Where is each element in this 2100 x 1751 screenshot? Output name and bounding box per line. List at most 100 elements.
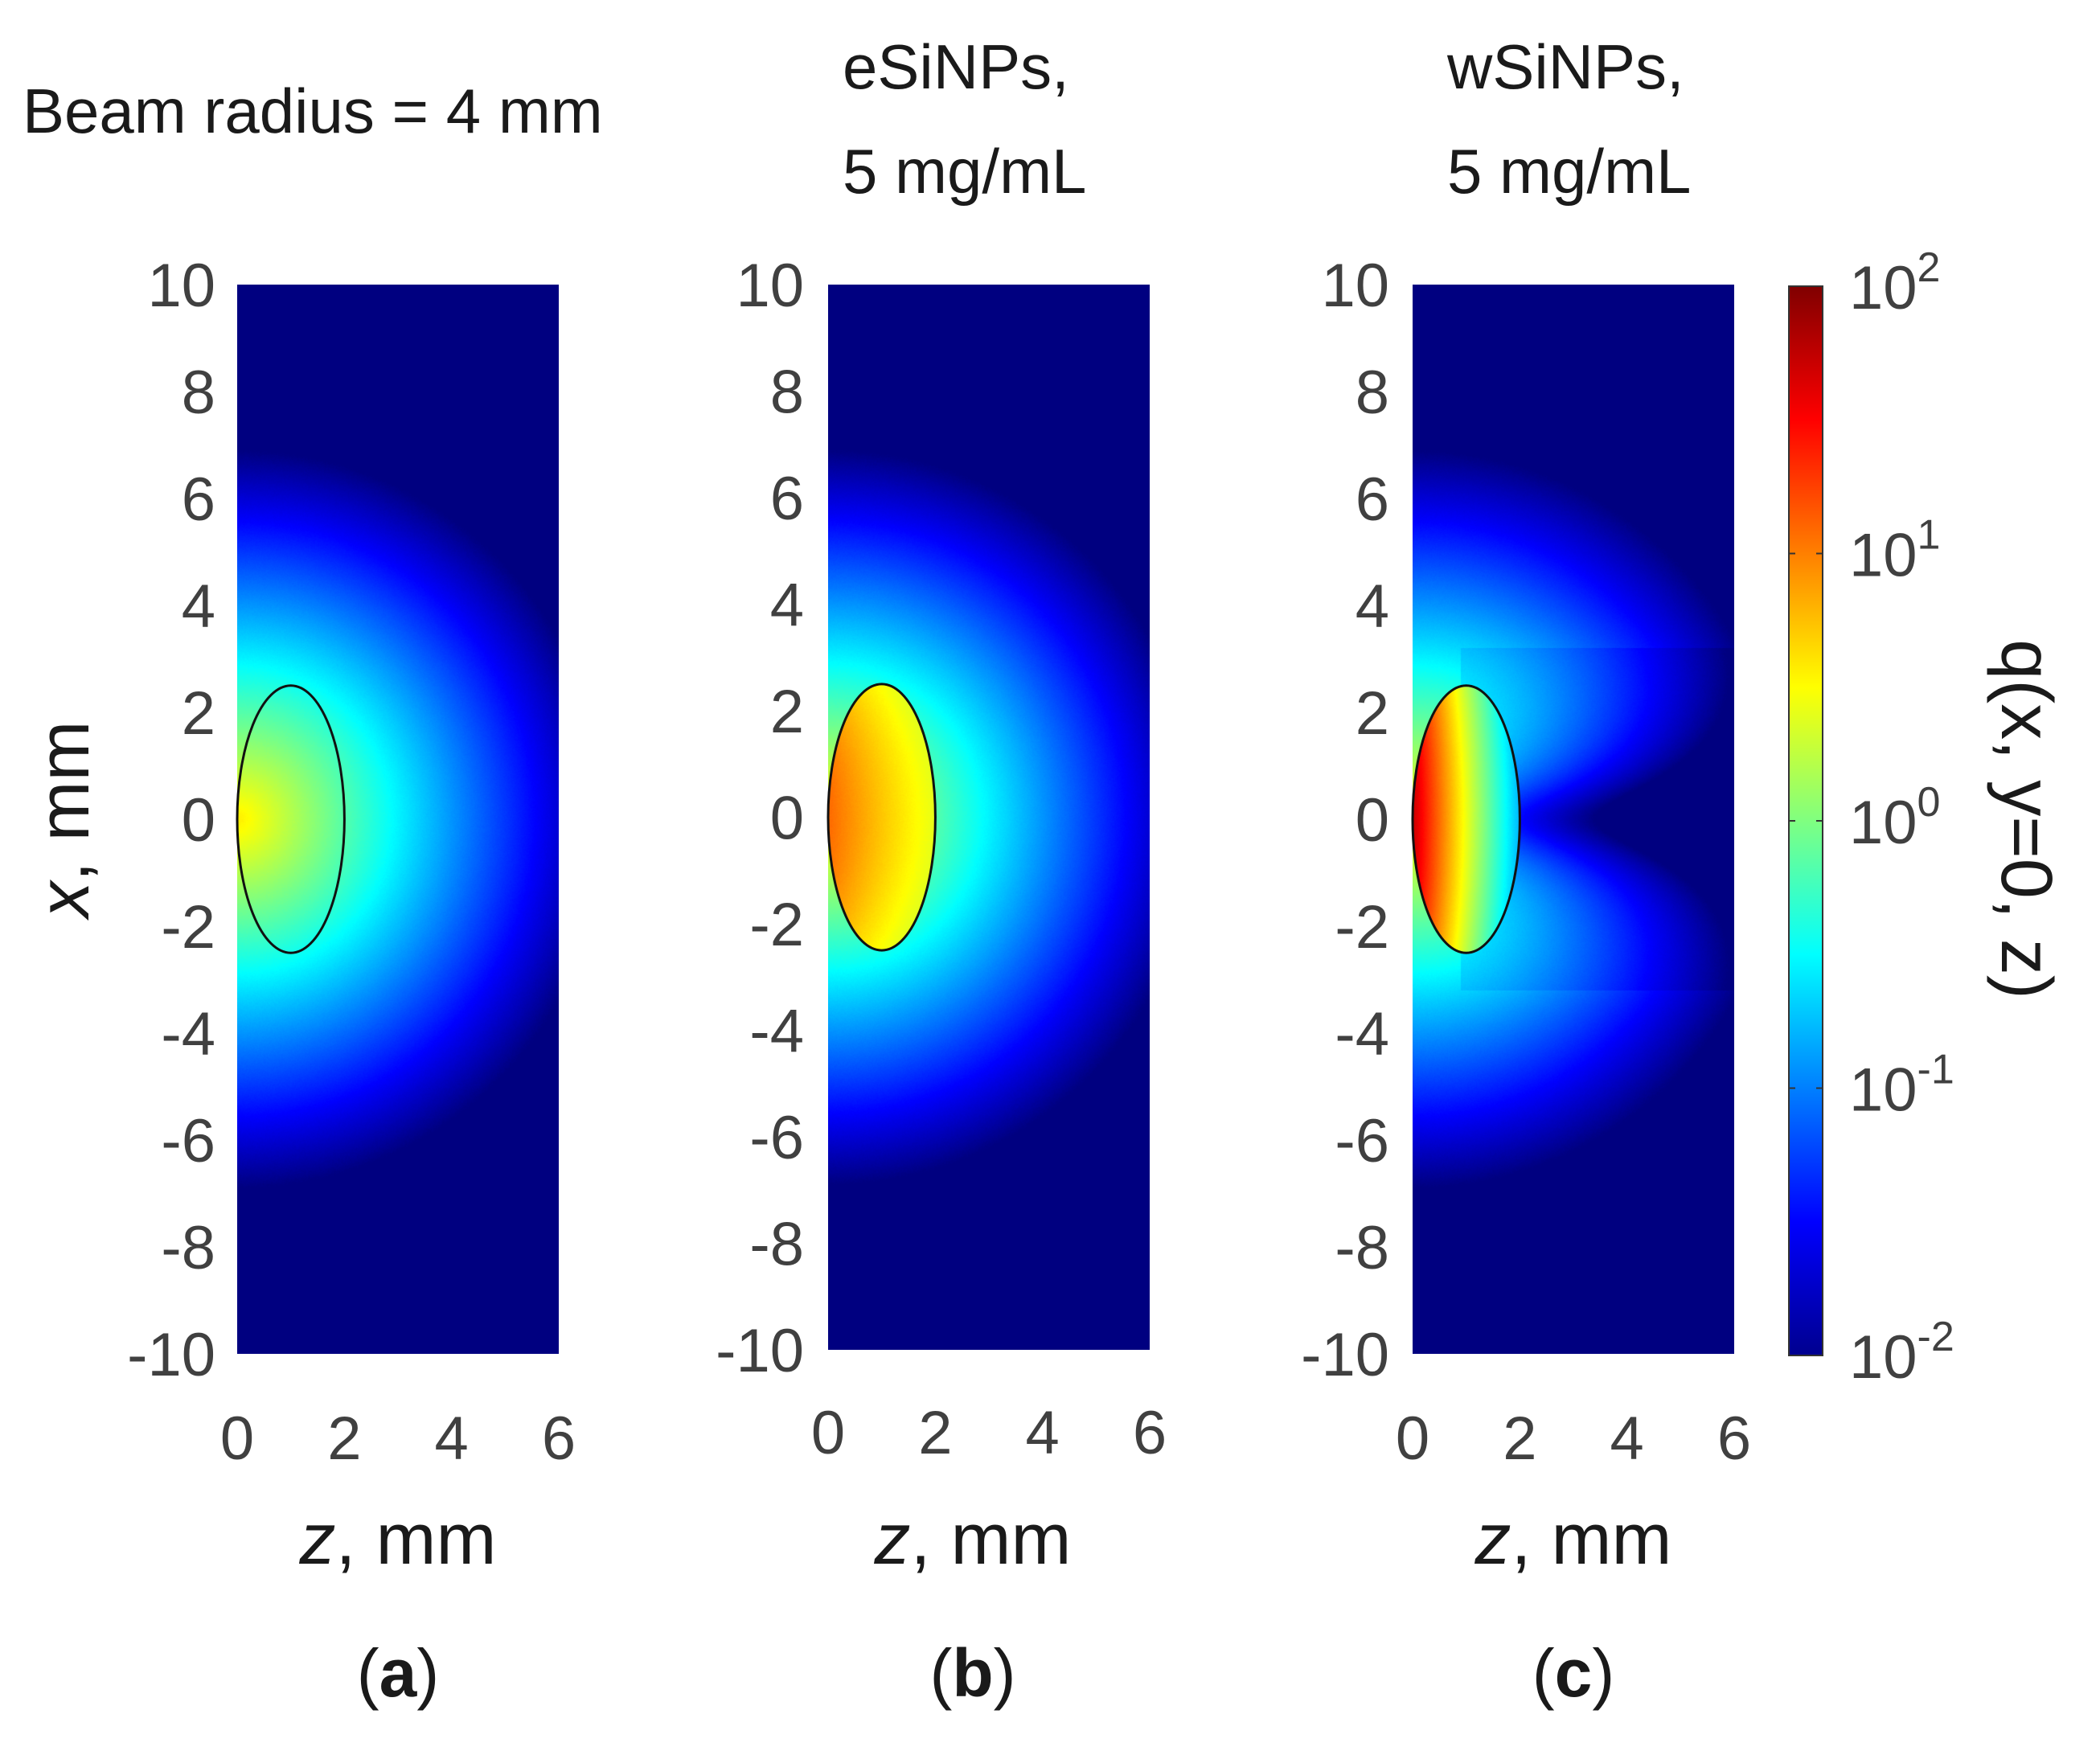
panel-label-b: (b) <box>929 1635 1015 1711</box>
y-axis-label-unit: , mm <box>24 721 105 882</box>
y-tick-label: -2 <box>161 893 215 962</box>
colorbar-label: q(x, y=0, z) <box>1986 639 2066 999</box>
panel-label-a-open: ( <box>357 1635 379 1711</box>
y-tick-label: -4 <box>161 1000 215 1068</box>
y-tick-label: -8 <box>161 1214 215 1282</box>
figure: Beam radius = 4 mm eSiNPs, 5 mg/mL wSiNP… <box>0 0 2100 1751</box>
heatmap-c <box>1413 285 1734 1354</box>
y-tick-label: 4 <box>770 572 804 640</box>
y-tick-label: 10 <box>1321 252 1389 320</box>
panel-label-a-letter: a <box>379 1635 418 1711</box>
panel-label-c: (c) <box>1532 1635 1615 1711</box>
panel-b-title-line2: 5 mg/mL <box>843 136 1086 207</box>
heatmap-a <box>237 285 559 1354</box>
colorbar-tick-exponent: 1 <box>1917 512 1941 559</box>
y-tick-label: 4 <box>1356 572 1389 641</box>
x-tick-label: 0 <box>811 1399 845 1467</box>
panel-a: 1086420-2-4-6-8-10 0246 x, mm z, mm (a) <box>24 252 576 1711</box>
y-tick-label: 8 <box>182 359 215 427</box>
colorbar-tick-base: 10 <box>1849 522 1917 590</box>
y-tick-label: 6 <box>182 465 215 534</box>
x-axis-label-b-unit: , mm <box>911 1499 1072 1580</box>
panel-c: 10 8 6 4 2 0 -2 -4 -6 -8 -10 0 2 4 6 z, mm (c) <box>1301 252 1751 1711</box>
y-tick-label: 4 <box>182 572 215 641</box>
x-tick-label: 0 <box>220 1404 254 1473</box>
panel-b: 10 8 6 4 2 0 -2 -4 -6 -8 -10 0 2 4 6 z, mm (b) <box>716 252 1167 1711</box>
colorbar-tick-label: 10-1 <box>1849 1047 1954 1125</box>
x-axis-label-a: z, mm <box>299 1499 497 1580</box>
y-tick-label: -4 <box>749 998 804 1066</box>
x-axis-label-b: z, mm <box>874 1499 1072 1580</box>
panel-label-b-letter: b <box>952 1635 993 1711</box>
colorbar-tick-base: 10 <box>1849 789 1917 857</box>
panel-label-c-letter: c <box>1555 1635 1593 1711</box>
x-axis-label-a-var: z <box>299 1499 336 1580</box>
y-tick-label: -6 <box>1335 1107 1389 1175</box>
x-axis-label-b-var: z <box>874 1499 911 1580</box>
y-tick-label: 2 <box>1356 679 1389 748</box>
y-tick-label: -6 <box>161 1107 215 1175</box>
beam-radius-title: Beam radius = 4 mm <box>23 76 603 146</box>
y-tick-label: 2 <box>770 678 804 746</box>
y-tick-label: -10 <box>127 1321 215 1389</box>
x-tick-label: 6 <box>1133 1399 1167 1467</box>
y-tick-label: 0 <box>1356 786 1389 855</box>
panel-label-b-close: ) <box>994 1635 1016 1711</box>
x-axis-label-c: z, mm <box>1475 1499 1672 1580</box>
y-tick-label: -2 <box>1335 893 1389 962</box>
y-tick-label: 8 <box>770 359 804 427</box>
colorbar-tick-label: 10-2 <box>1849 1314 1954 1392</box>
y-tick-label: 0 <box>770 785 804 853</box>
colorbar-tick-base: 10 <box>1849 1323 1917 1392</box>
colorbar-tick-exponent: -1 <box>1917 1047 1954 1093</box>
y-tick-label: 6 <box>770 465 804 533</box>
panel-b-title-line1: eSiNPs, <box>843 31 1069 102</box>
y-tick-label: 10 <box>147 252 215 320</box>
heatmap-c-frame <box>1413 285 1734 1354</box>
y-tick-label: -4 <box>1335 1000 1389 1068</box>
panel-c-title-line1: wSiNPs, <box>1446 31 1684 102</box>
y-axis-label: x, mm <box>24 721 105 921</box>
heatmap-b-frame <box>828 285 1150 1350</box>
heatmap-b <box>828 285 1150 1350</box>
x-tick-label: 2 <box>918 1399 952 1467</box>
panel-c-title-line2: 5 mg/mL <box>1447 136 1691 207</box>
x-axis-label-c-var: z <box>1475 1499 1511 1580</box>
y-tick-label: -10 <box>1301 1321 1389 1389</box>
x-axis-label-c-unit: , mm <box>1511 1499 1672 1580</box>
panel-label-c-close: ) <box>1592 1635 1614 1711</box>
y-tick-label: 0 <box>182 786 215 855</box>
colorbar-tick-base: 10 <box>1849 1056 1917 1125</box>
colorbar: 10210110010-110-2 q(x, y=0, z) <box>1789 244 2066 1392</box>
y-tick-label: -6 <box>749 1104 804 1172</box>
colorbar-tick-exponent: 2 <box>1917 244 1941 291</box>
colorbar-tick-label: 100 <box>1849 779 1940 857</box>
y-tick-label: 8 <box>1356 359 1389 427</box>
panel-label-b-open: ( <box>929 1635 952 1711</box>
x-tick-label: 4 <box>1026 1399 1060 1467</box>
y-tick-label: -10 <box>716 1317 804 1385</box>
y-tick-label: 6 <box>1356 465 1389 534</box>
panel-label-a: (a) <box>357 1635 440 1711</box>
y-axis-label-var: x <box>24 879 105 921</box>
x-tick-label: 6 <box>542 1404 576 1473</box>
x-tick-label: 4 <box>435 1404 469 1473</box>
panel-label-c-open: ( <box>1532 1635 1555 1711</box>
y-tick-label: 2 <box>182 679 215 748</box>
heatmap-a-frame <box>237 285 559 1354</box>
x-tick-label: 2 <box>327 1404 361 1473</box>
panel-label-a-close: ) <box>416 1635 439 1711</box>
x-tick-label: 2 <box>1503 1404 1536 1473</box>
y-tick-label: -2 <box>749 891 804 959</box>
colorbar-tick-exponent: -2 <box>1917 1314 1954 1360</box>
y-tick-label: -8 <box>1335 1214 1389 1282</box>
colorbar-tick-label: 102 <box>1849 244 1940 322</box>
colorbar-tick-label: 101 <box>1849 512 1940 590</box>
colorbar-tick-base: 10 <box>1849 254 1917 322</box>
x-tick-label: 6 <box>1717 1404 1751 1473</box>
y-tick-label: -8 <box>749 1211 804 1279</box>
x-tick-label: 0 <box>1396 1404 1429 1473</box>
x-tick-label: 4 <box>1610 1404 1644 1473</box>
y-tick-label: 10 <box>736 252 804 320</box>
x-axis-label-a-unit: , mm <box>336 1499 497 1580</box>
